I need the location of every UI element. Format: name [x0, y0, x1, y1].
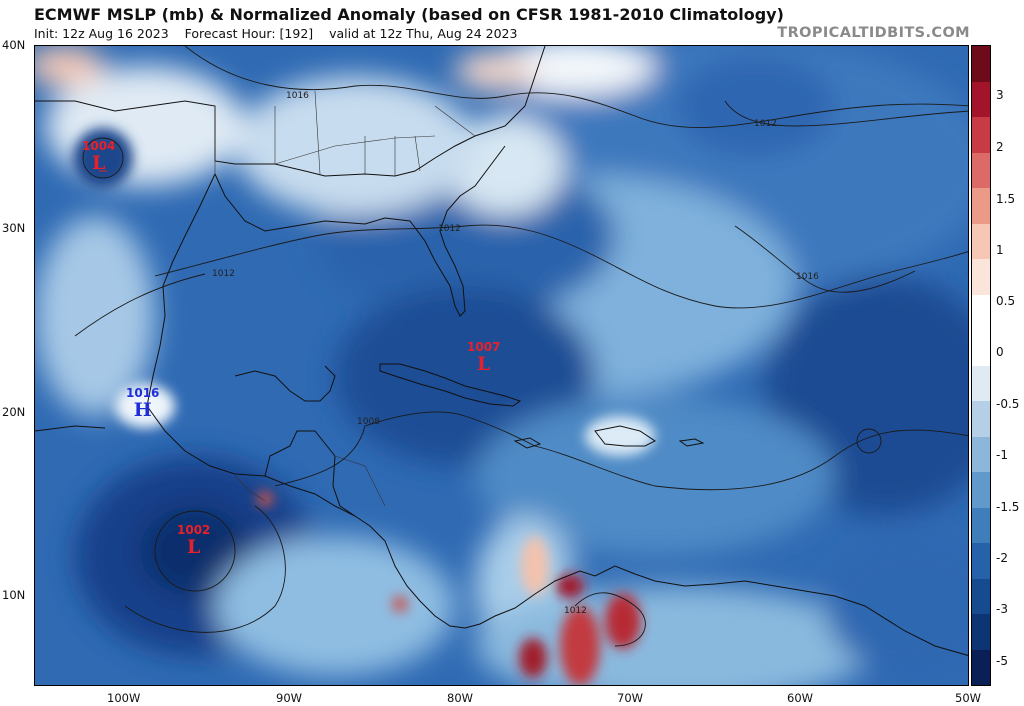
state-borders: [214, 90, 476, 507]
anomaly-colorbar: [971, 45, 991, 686]
map-canvas: [35, 46, 968, 685]
colorbar-segment: [972, 507, 990, 543]
map-subtitle: Init: 12z Aug 16 2023 Forecast Hour: [19…: [34, 26, 517, 41]
system-letter: L: [187, 536, 201, 558]
system-pressure: 1002: [177, 523, 211, 537]
lat-label-10n: 10N: [2, 588, 26, 602]
colorbar-segment: [972, 436, 990, 472]
system-pressure: 1004: [82, 139, 116, 153]
lat-label-30n: 30N: [2, 221, 26, 235]
brand-watermark: TROPICALTIDBITS.COM: [777, 25, 970, 41]
colorbar-label: -1: [996, 448, 1008, 462]
lon-label-100w: 100W: [107, 691, 141, 705]
low-pressure-texas: 1004 L: [82, 139, 116, 174]
colorbar-label: 1: [996, 243, 1004, 257]
high-pressure-mexico: 1016 H: [126, 386, 160, 421]
init-time: Init: 12z Aug 16 2023: [34, 26, 169, 41]
lat-label-40n: 40N: [2, 38, 26, 52]
colorbar-segment: [972, 614, 990, 650]
coastlines: [35, 46, 968, 656]
colorbar-label: -5: [996, 654, 1008, 668]
lon-label-90w: 90W: [276, 691, 303, 705]
isobar-label: 1012: [754, 119, 777, 129]
colorbar-segment: [972, 259, 990, 295]
isobar-label: 1012: [212, 269, 235, 279]
isobar-label: 1008: [357, 417, 380, 427]
lon-label-80w: 80W: [447, 691, 474, 705]
colorbar-label: -1.5: [996, 500, 1020, 514]
colorbar-segment: [972, 46, 990, 82]
low-pressure-pacific: 1002 L: [177, 523, 211, 558]
colorbar-segment: [972, 330, 990, 366]
lon-label-70w: 70W: [617, 691, 644, 705]
colorbar-segment: [972, 472, 990, 508]
colorbar-segment: [972, 365, 990, 401]
colorbar-segment: [972, 543, 990, 579]
colorbar-segment: [972, 117, 990, 153]
forecast-map: [34, 45, 969, 686]
system-letter: H: [133, 399, 152, 421]
system-letter: L: [477, 353, 491, 375]
isobars: [74, 46, 968, 647]
colorbar-segment: [972, 81, 990, 117]
colorbar-label: 3: [996, 88, 1004, 102]
system-pressure: 1007: [467, 340, 501, 354]
colorbar-segment: [972, 401, 990, 437]
colorbar-label: -0.5: [996, 397, 1020, 411]
colorbar-label: -2: [996, 551, 1008, 565]
colorbar-segment: [972, 223, 990, 259]
colorbar-label: 1.5: [996, 192, 1016, 206]
lat-label-20n: 20N: [2, 405, 26, 419]
isobar-label: 1012: [564, 606, 587, 616]
colorbar-segment: [972, 152, 990, 188]
isobar-label: 1016: [286, 91, 309, 101]
colorbar-segment: [972, 294, 990, 330]
forecast-hour: Forecast Hour: [192]: [184, 26, 314, 41]
system-letter: L: [92, 152, 106, 174]
lon-label-60w: 60W: [787, 691, 814, 705]
lon-label-50w: 50W: [955, 691, 982, 705]
colorbar-label: -3: [996, 602, 1008, 616]
colorbar-segment: [972, 188, 990, 224]
colorbar-label: 0: [996, 345, 1004, 359]
isobar-label: 1012: [438, 224, 461, 234]
colorbar-label: 0.5: [996, 294, 1016, 308]
valid-time: valid at 12z Thu, Aug 24 2023: [329, 26, 518, 41]
map-title: ECMWF MSLP (mb) & Normalized Anomaly (ba…: [34, 5, 784, 24]
system-pressure: 1016: [126, 386, 160, 400]
low-pressure-cuba: 1007 L: [467, 340, 501, 375]
colorbar-label: 2: [996, 140, 1004, 154]
colorbar-segment: [972, 578, 990, 614]
isobar-label: 1016: [796, 272, 819, 282]
colorbar-segment: [972, 649, 990, 685]
